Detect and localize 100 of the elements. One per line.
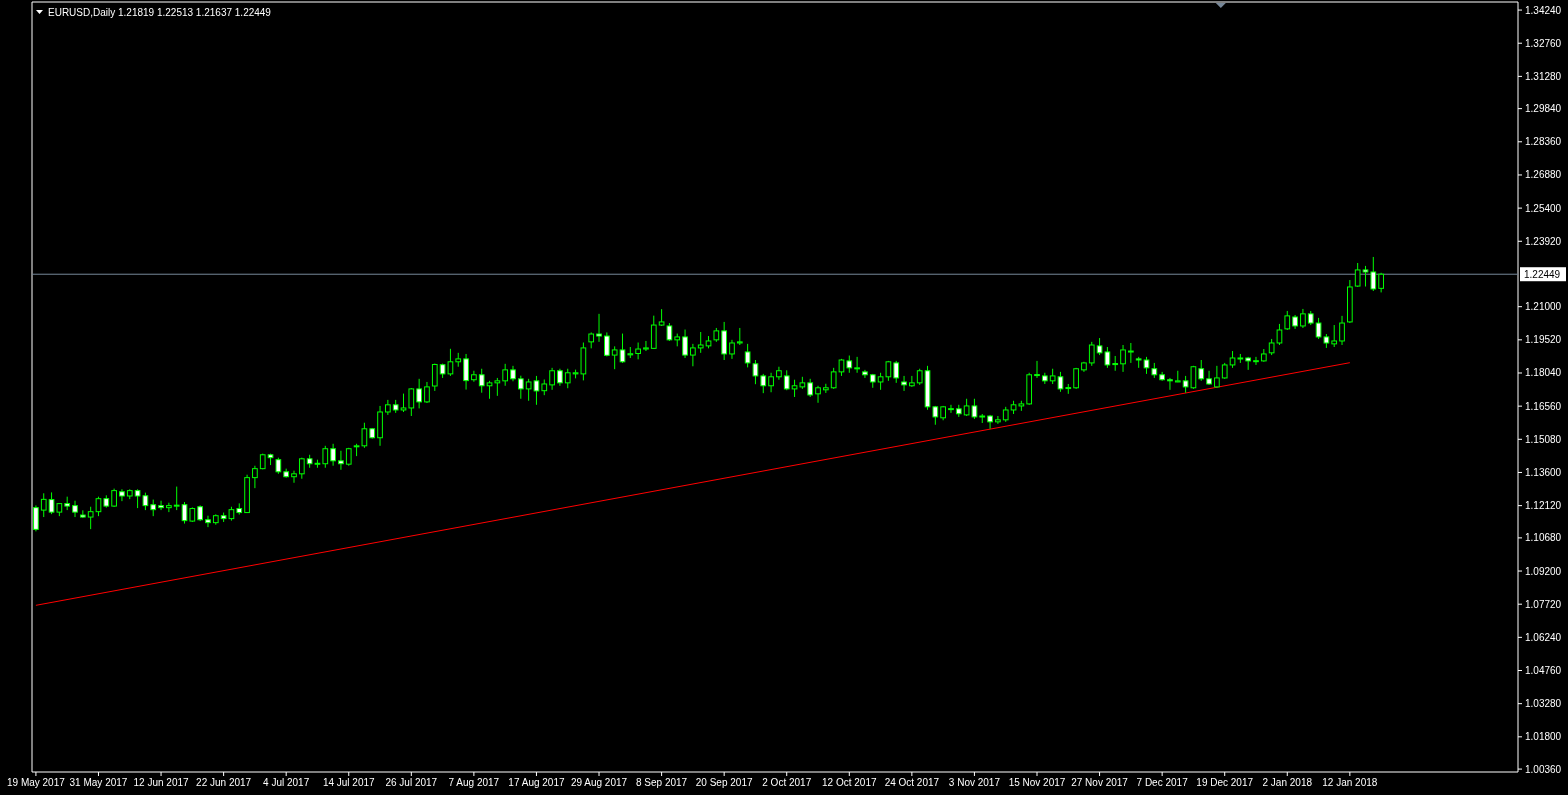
x-tick-label: 12 Oct 2017 (822, 777, 877, 788)
candlestick (690, 343, 696, 367)
candlestick (40, 492, 47, 518)
candlestick (862, 369, 868, 379)
candlestick (119, 488, 125, 502)
candlestick (111, 488, 117, 508)
x-tick-label: 22 Jun 2017 (196, 777, 252, 788)
candlestick (807, 378, 814, 398)
candlestick (1339, 315, 1345, 346)
candlestick (408, 387, 415, 417)
candlestick (72, 500, 78, 518)
y-tick-label: 1.25400 (1525, 202, 1562, 214)
y-tick-label: 1.18040 (1525, 367, 1562, 379)
x-tick-label: 20 Sep 2017 (695, 777, 753, 788)
y-tick-label: 1.06240 (1525, 631, 1562, 643)
x-tick-label: 14 Jul 2017 (322, 777, 376, 788)
candlestick (948, 404, 954, 414)
candlestick (697, 331, 704, 354)
candlestick (471, 370, 477, 383)
y-tick-label: 1.12120 (1525, 500, 1562, 512)
candlestick (987, 414, 993, 430)
candlestick (1378, 272, 1384, 293)
candlestick (400, 393, 407, 413)
x-tick-label: 2 Oct 2017 (762, 777, 812, 788)
candlestick (995, 415, 1001, 425)
y-tick-label: 1.04760 (1525, 665, 1562, 677)
x-tick-label: 15 Nov 2017 (1008, 777, 1066, 788)
x-tick-label: 7 Dec 2017 (1136, 777, 1189, 788)
y-tick-label: 1.07720 (1525, 598, 1562, 610)
candlestick (205, 515, 211, 528)
x-tick-label: 19 May 2017 (7, 777, 66, 788)
candlestick (173, 486, 180, 511)
candlestick (643, 340, 649, 352)
candlestick (1198, 359, 1205, 382)
candlestick (776, 366, 782, 381)
y-tick-label: 1.09200 (1525, 565, 1562, 577)
candlestick (549, 367, 555, 391)
candlestick (815, 385, 821, 404)
candlestick (1284, 310, 1291, 331)
x-tick-label: 2 Jan 2018 (1262, 777, 1313, 788)
y-tick-label: 1.31280 (1525, 70, 1562, 82)
y-tick-label: 1.28360 (1525, 136, 1562, 148)
candlestick (416, 378, 422, 409)
y-tick-label: 1.29840 (1525, 103, 1562, 115)
candlestick (909, 375, 915, 388)
x-tick-label: 12 Jan 2018 (1322, 777, 1378, 788)
candlestick (1206, 370, 1212, 386)
candlestick (517, 375, 524, 400)
y-tick-label: 1.23920 (1525, 235, 1562, 247)
candlestick (1120, 344, 1126, 373)
x-tick-label: 12 Jun 2017 (133, 777, 189, 788)
x-tick-label: 31 May 2017 (69, 777, 128, 788)
candlestick (760, 373, 767, 394)
y-tick-label: 1.01800 (1525, 731, 1562, 743)
y-tick-label: 1.13600 (1525, 466, 1562, 478)
candlestick (1214, 365, 1220, 389)
candlestick (1370, 256, 1377, 292)
candlestick (1167, 377, 1173, 391)
candlestick (338, 450, 344, 471)
candlestick (1300, 308, 1306, 329)
y-tick-label: 1.15080 (1525, 433, 1562, 445)
y-tick-label: 1.03280 (1525, 698, 1562, 710)
x-tick-label: 19 Dec 2017 (1196, 777, 1254, 788)
candlestick (729, 339, 735, 360)
y-tick-label: 1.16560 (1525, 400, 1562, 412)
y-tick-label: 1.21000 (1525, 301, 1562, 313)
candlestick (463, 353, 469, 391)
y-tick-label: 1.00360 (1525, 763, 1562, 775)
candlestick (1034, 360, 1040, 379)
x-tick-label: 26 Jul 2017 (385, 777, 438, 788)
candlestick (291, 470, 297, 484)
candlestick (330, 443, 336, 467)
candlestick (650, 315, 657, 350)
x-tick-label: 4 Jul 2017 (263, 777, 310, 788)
candlestick (1088, 341, 1095, 367)
candlestick (502, 363, 509, 387)
x-tick-label: 24 Oct 2017 (884, 777, 940, 788)
candlestick (431, 363, 438, 392)
y-tick-label: 1.10680 (1525, 532, 1562, 544)
candlestick (166, 502, 172, 513)
x-tick-label: 8 Sep 2017 (636, 777, 688, 788)
x-tick-label: 3 Nov 2017 (948, 777, 1001, 788)
x-tick-label: 27 Nov 2017 (1071, 777, 1129, 788)
candlestick (1331, 324, 1338, 348)
y-tick-label: 1.32760 (1525, 37, 1562, 49)
y-tick-label: 1.19520 (1525, 334, 1562, 346)
candlestick (901, 375, 907, 392)
candlestick (635, 342, 641, 360)
candlestick (596, 313, 602, 343)
candlestick (478, 368, 485, 394)
y-tick-label: 1.34240 (1525, 4, 1562, 16)
candlestick (721, 321, 728, 361)
candlestick (252, 465, 258, 489)
candlestick (768, 372, 774, 393)
candlestick (854, 356, 860, 374)
candlestick (158, 500, 164, 511)
candlestick (564, 368, 571, 389)
x-tick-label: 7 Aug 2017 (448, 777, 500, 788)
text: EURUSD,Daily 1.21819 1.22513 1.21637 1.22449 (48, 7, 272, 18)
x-tick-label: 29 Aug 2017 (570, 777, 628, 788)
